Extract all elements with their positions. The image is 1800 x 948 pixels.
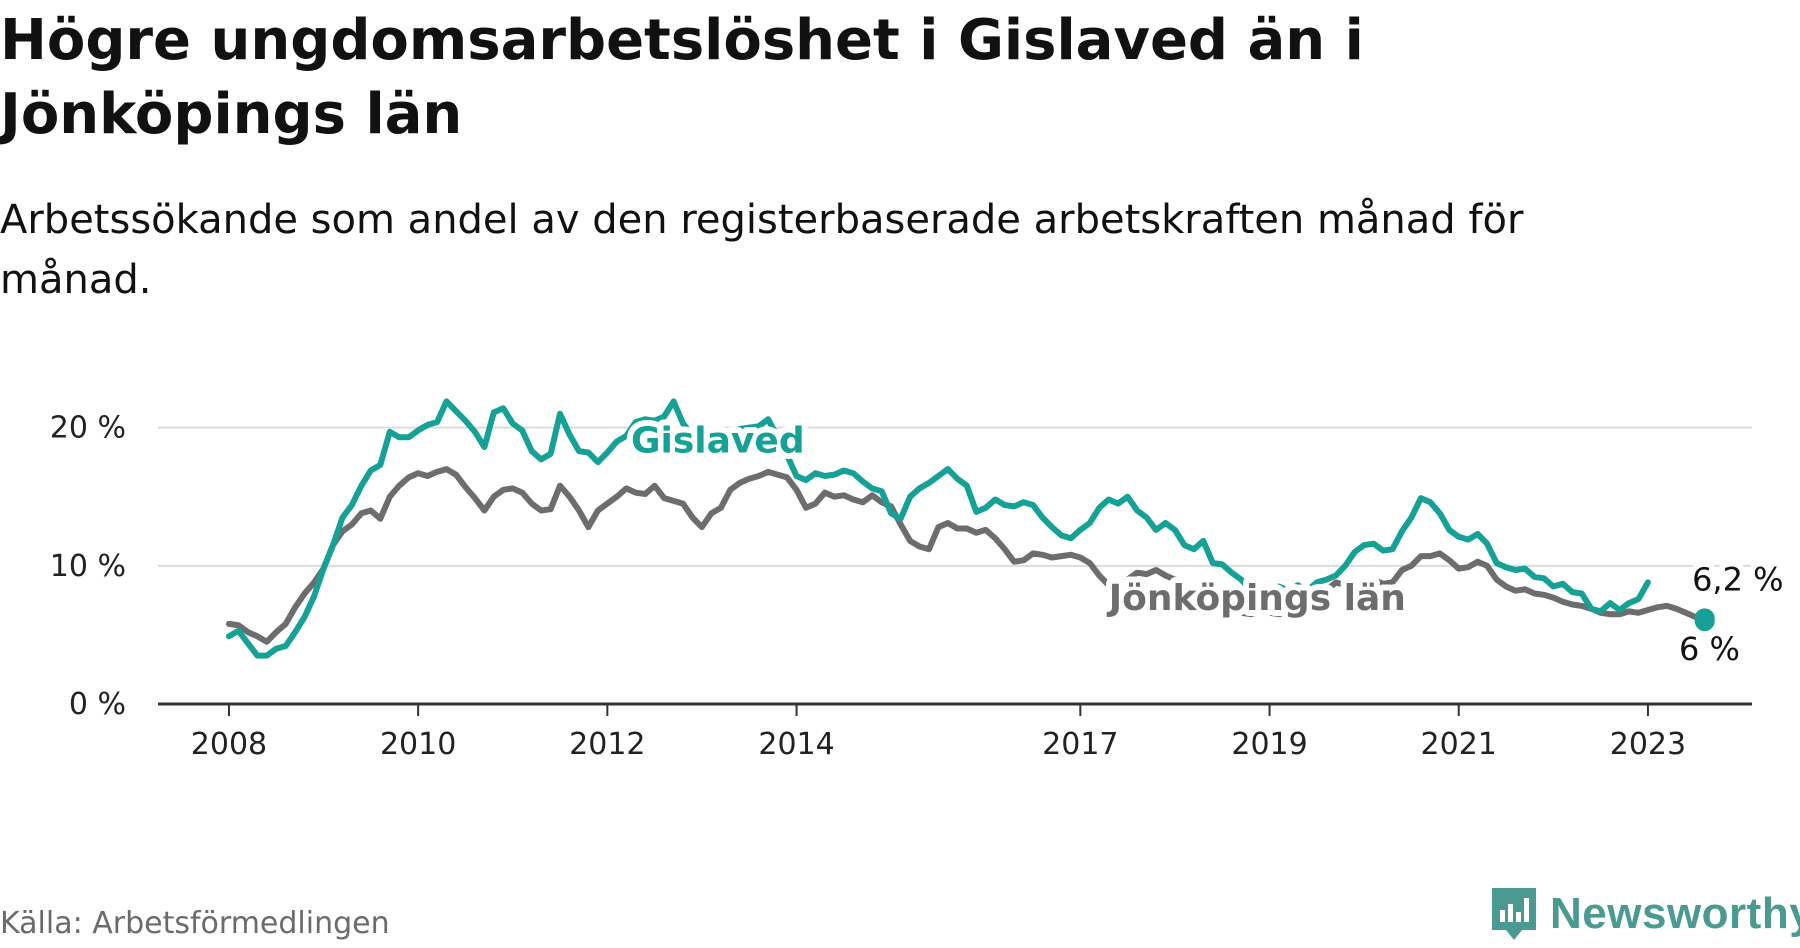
series-labels: Gislaved Jönköpings län 6,2 % 6 % xyxy=(625,415,1790,674)
series-label-gislaved: Gislaved xyxy=(631,421,805,462)
end-label-jonkopings-lan: 6 % xyxy=(1679,630,1740,668)
y-tick-label: 0 % xyxy=(69,687,126,722)
grid-lines: 0 % 10 % 20 % xyxy=(50,411,1752,722)
x-tick-label: 2014 xyxy=(758,727,834,762)
x-axis: 2008 2010 2012 2014 2017 2019 2021 2023 xyxy=(158,702,1752,762)
series-line-gislaved xyxy=(225,398,1651,659)
y-tick-label: 20 % xyxy=(50,411,126,446)
chart-subtitle: Arbetssökande som andel av den registerb… xyxy=(0,197,1524,303)
series-line-jonkopings-lan xyxy=(225,466,1708,645)
source-note: Källa: Arbetsförmedlingen xyxy=(0,906,390,941)
x-tick-label: 2021 xyxy=(1421,727,1497,762)
series-lines xyxy=(225,398,1708,659)
y-tick-label: 10 % xyxy=(50,549,126,584)
series-label-jonkopings-lan: Jönköpings län xyxy=(1106,578,1406,619)
chart-title: Högre ungdomsarbetslöshet i Gislaved än … xyxy=(0,8,1364,147)
end-label-gislaved: 6,2 % xyxy=(1692,561,1783,599)
x-tick-label: 2012 xyxy=(569,727,645,762)
x-tick-label: 2023 xyxy=(1610,727,1686,762)
x-tick-label: 2010 xyxy=(380,727,456,762)
x-tick-label: 2019 xyxy=(1231,727,1307,762)
newsworthy-logo: Newsworthy xyxy=(1488,882,1800,946)
brand-name: Newsworthy xyxy=(1550,889,1800,938)
newsworthy-logo-icon xyxy=(1492,888,1536,940)
end-dot-jonkopings-lan xyxy=(1694,611,1715,632)
x-tick-label: 2008 xyxy=(191,727,267,762)
x-tick-label: 2017 xyxy=(1042,727,1118,762)
